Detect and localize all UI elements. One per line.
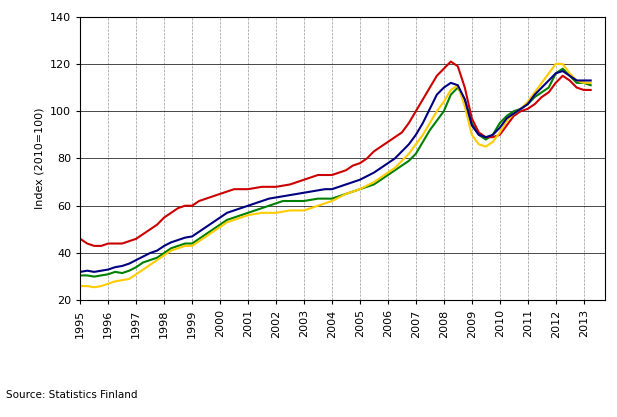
Construction (196, 236, 203, 241)
Construction (251, 208, 259, 213)
Specialised construction activities (356, 177, 363, 182)
Specialised construction activities (181, 235, 189, 240)
Line: Construction of buildings: Construction of buildings (80, 64, 590, 287)
Text: Source: Statistics Finland: Source: Statistics Finland (6, 390, 138, 400)
Civil engineering (196, 198, 203, 203)
Construction (559, 66, 566, 71)
Construction of buildings (77, 284, 84, 289)
Y-axis label: Index (2010=100): Index (2010=100) (35, 108, 44, 209)
Construction of buildings (91, 285, 98, 290)
Line: Construction: Construction (80, 69, 590, 276)
Construction of buildings (545, 71, 552, 76)
Civil engineering (77, 236, 84, 241)
Construction of buildings (370, 180, 378, 185)
Construction of buildings (552, 61, 560, 66)
Civil engineering (552, 80, 560, 85)
Construction (363, 184, 371, 189)
Construction of buildings (251, 211, 259, 216)
Line: Specialised construction activities: Specialised construction activities (80, 71, 590, 272)
Specialised construction activities (363, 173, 371, 178)
Civil engineering (91, 244, 98, 249)
Construction (370, 182, 378, 187)
Construction (77, 273, 84, 278)
Construction (188, 241, 196, 246)
Construction of buildings (196, 239, 203, 244)
Specialised construction activities (77, 269, 84, 274)
Specialised construction activities (244, 203, 252, 208)
Specialised construction activities (188, 234, 196, 239)
Line: Civil engineering: Civil engineering (80, 62, 590, 246)
Construction of buildings (363, 183, 371, 188)
Civil engineering (363, 156, 371, 161)
Civil engineering (447, 59, 455, 64)
Civil engineering (370, 149, 378, 154)
Civil engineering (251, 186, 259, 191)
Construction (587, 83, 594, 88)
Construction (91, 274, 98, 279)
Construction of buildings (188, 244, 196, 249)
Civil engineering (188, 203, 196, 208)
Civil engineering (587, 88, 594, 93)
Specialised construction activities (587, 78, 594, 83)
Construction (545, 85, 552, 90)
Construction of buildings (587, 80, 594, 85)
Specialised construction activities (538, 85, 545, 90)
Specialised construction activities (559, 68, 566, 73)
